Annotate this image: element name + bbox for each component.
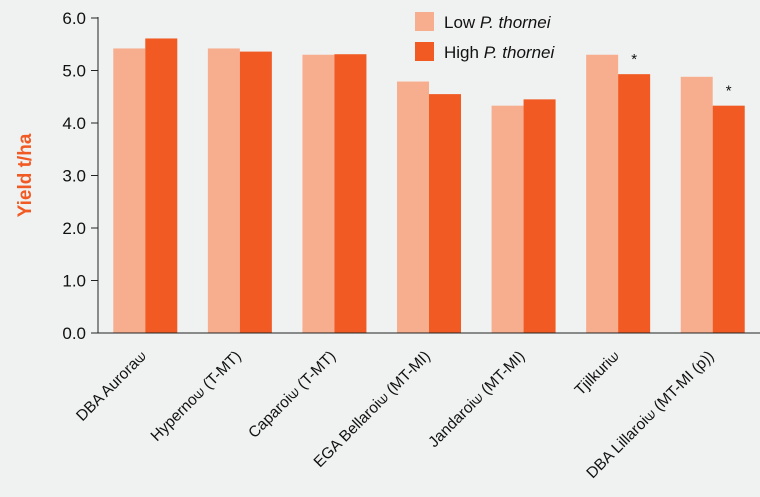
bar (712, 105, 745, 333)
x-tick-label: Tjilkuri⟒ (572, 348, 623, 399)
bar (586, 54, 619, 333)
bars: ** (113, 38, 745, 334)
bar (429, 94, 461, 333)
x-tick-label: Jandaroi⟒ (MT-MI) (425, 348, 528, 451)
bar (302, 54, 335, 333)
y-axis-title: Yield t/ha (15, 133, 36, 217)
significance-marker: * (726, 83, 732, 100)
bar (491, 105, 524, 333)
legend-swatch (415, 42, 434, 61)
bar (334, 54, 367, 333)
bar (239, 51, 272, 333)
bar (618, 74, 651, 334)
y-tick-label: 3.0 (62, 167, 86, 186)
legend-label: Low P. thornei (444, 13, 552, 32)
x-tick-label: DBA Aurora⟒ (73, 348, 150, 425)
x-tick-label: Caparoi⟒ (T-MT) (245, 348, 339, 442)
y-tick-label: 0.0 (62, 324, 86, 343)
bar (207, 48, 240, 333)
x-axis: DBA Aurora⟒Hyperno⟒ (T-MT) Caparoi⟒ (T-MT… (73, 332, 760, 482)
bar (113, 48, 146, 333)
bar (145, 38, 178, 333)
y-tick-label: 5.0 (62, 62, 86, 81)
x-tick-label: Hyperno⟒ (T-MT) (148, 348, 245, 445)
bar (397, 81, 429, 334)
significance-marker: * (631, 51, 637, 68)
y-tick-label: 2.0 (62, 219, 86, 238)
legend-swatch (415, 12, 434, 31)
legend-label: High P. thornei (444, 43, 555, 62)
y-tick-label: 4.0 (62, 114, 86, 133)
bar (523, 99, 556, 333)
bar (680, 76, 713, 334)
legend: Low P. thornei High P. thornei (415, 12, 555, 62)
y-tick-label: 6.0 (62, 9, 86, 28)
y-axis: 0.0 1.0 2.0 3.0 4.0 5.0 6.0 (62, 9, 99, 343)
y-tick-label: 1.0 (62, 272, 86, 291)
